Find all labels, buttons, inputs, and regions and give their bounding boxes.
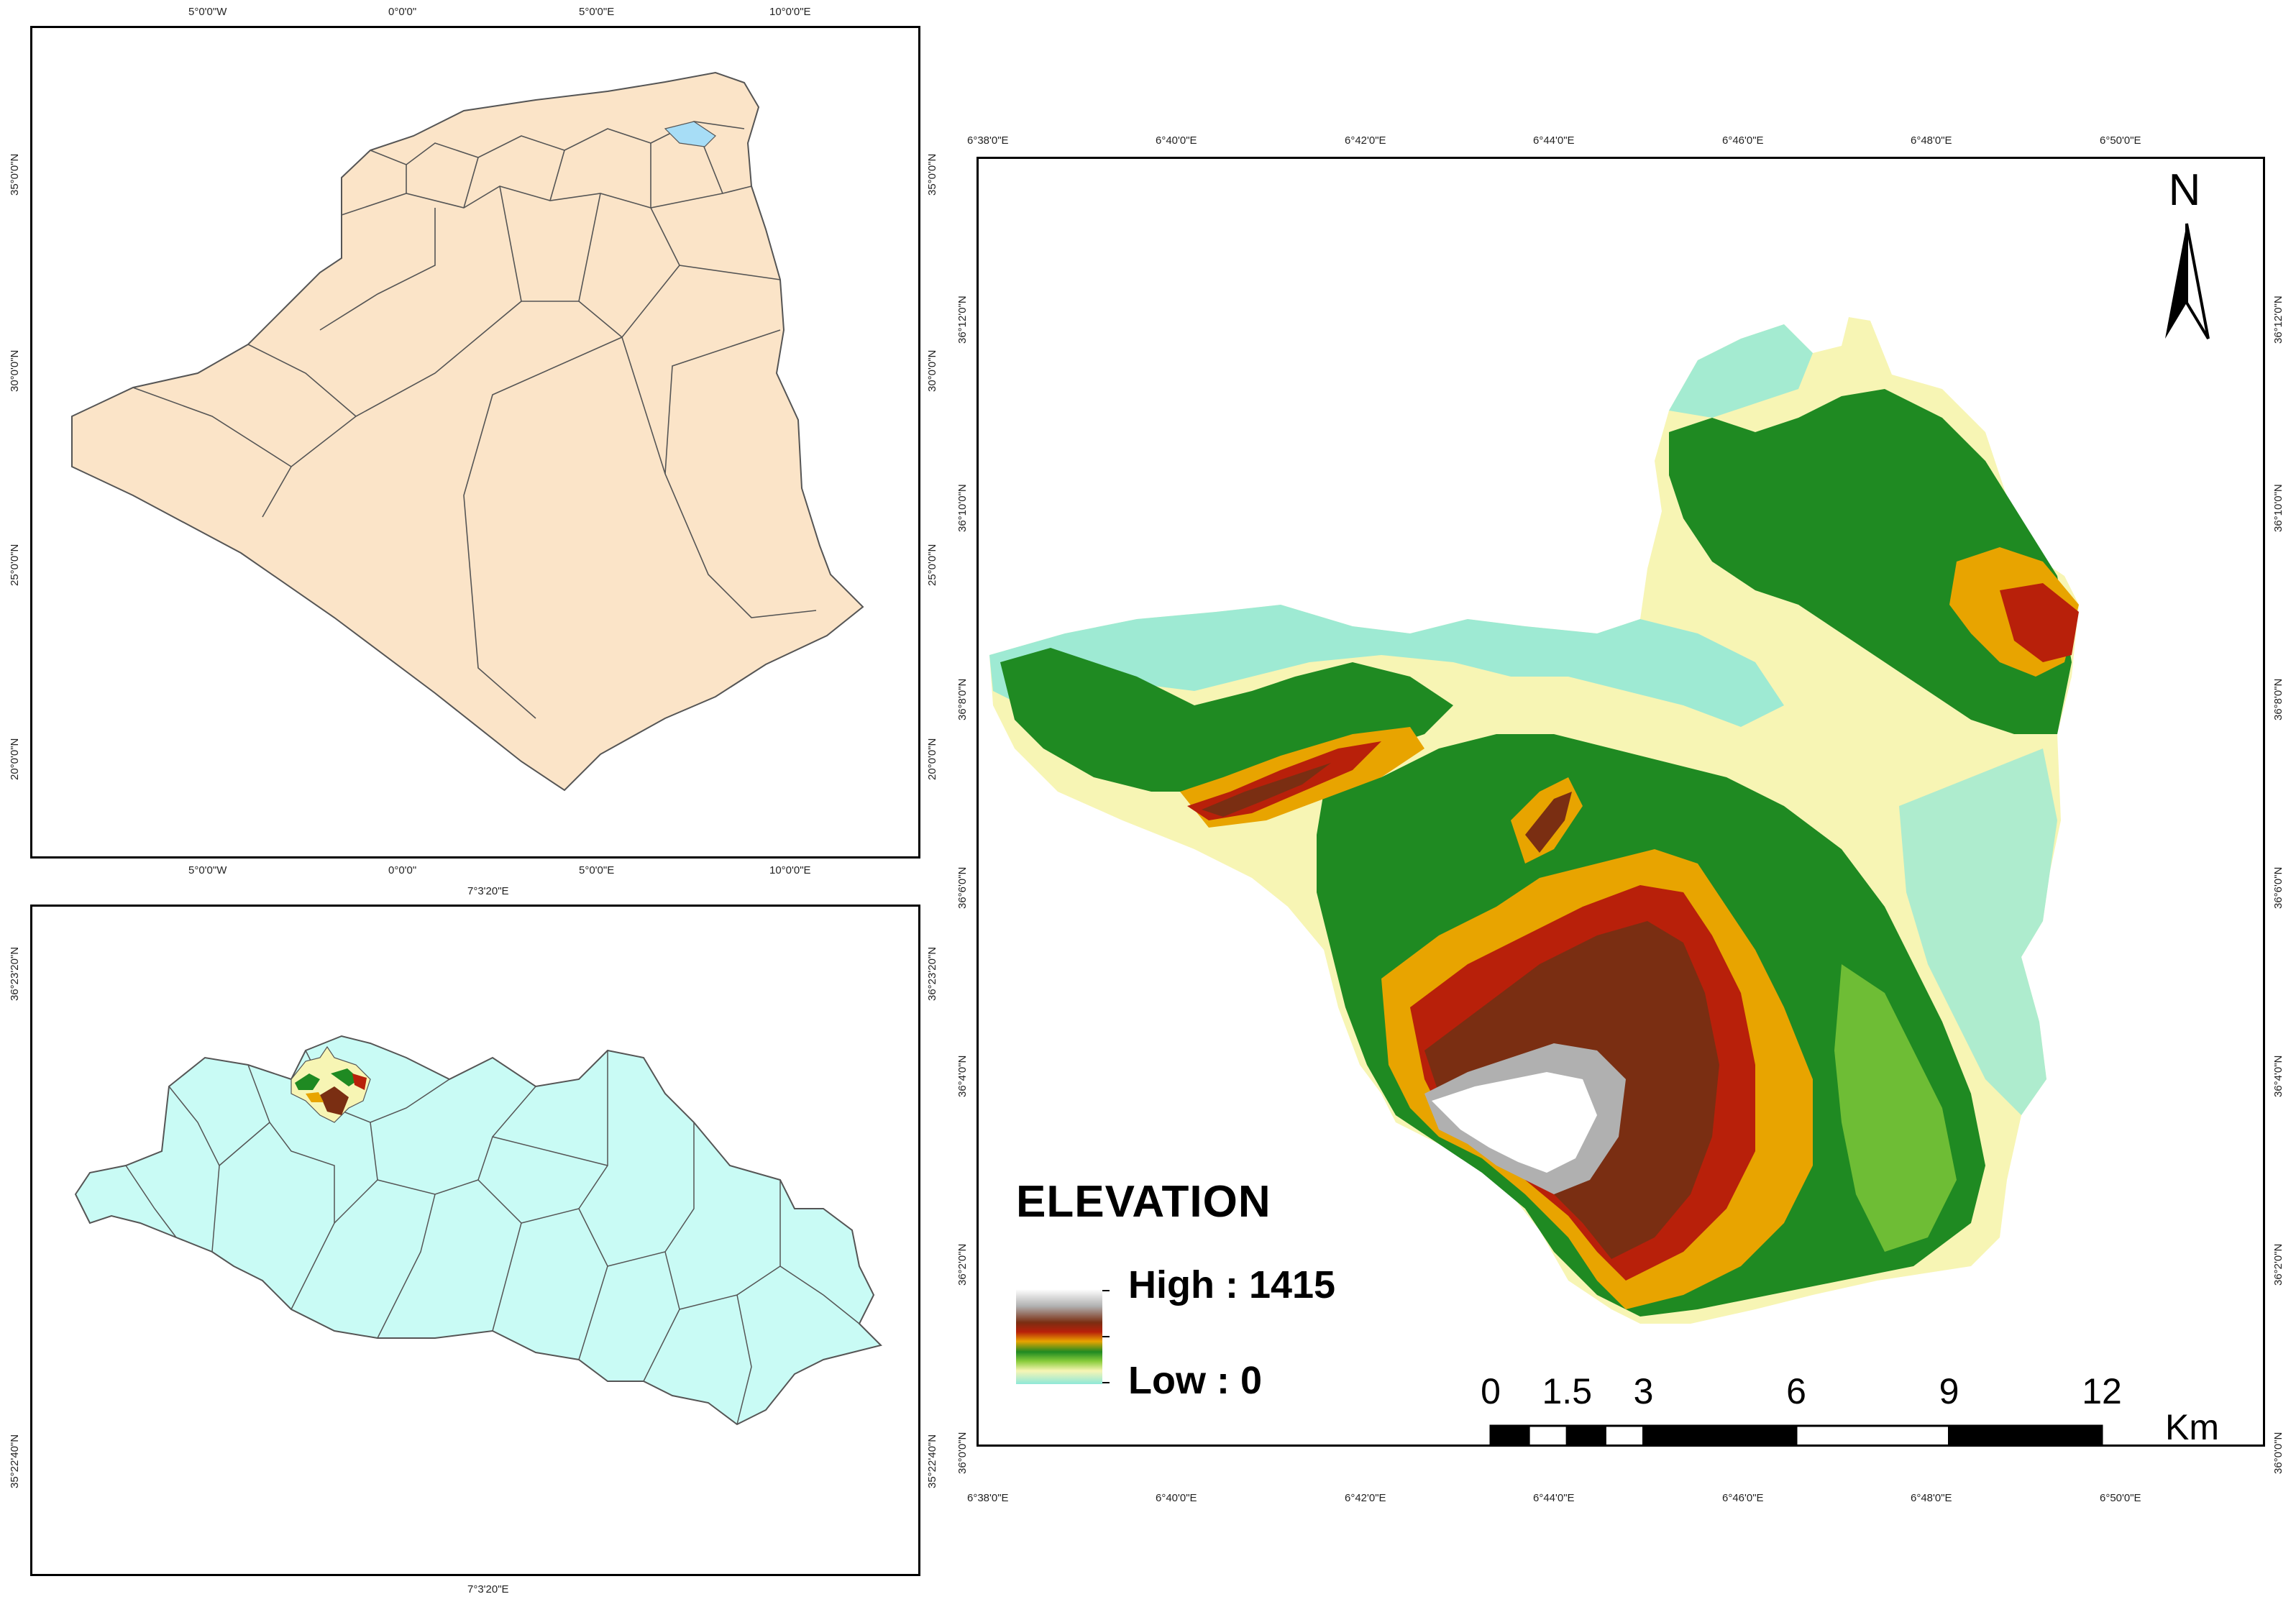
scale-bar-label: 12 <box>2082 1371 2122 1411</box>
valley-zone <box>1669 324 1813 418</box>
map1-top-tick: 10°0'0"E <box>769 6 811 18</box>
north-arrow <box>2165 223 2210 340</box>
province-outline <box>74 1035 882 1426</box>
map3-bottom-tick: 6°38'0"E <box>967 1492 1009 1504</box>
map1-left-tick: 25°0'0"N <box>9 544 21 586</box>
map3-right-tick: 36°10'0"N <box>2272 484 2284 532</box>
map3-bottom-tick: 6°50'0"E <box>2100 1492 2141 1504</box>
map2-top-tick: 7°3'20"E <box>467 885 509 897</box>
legend-title: ELEVATION <box>1016 1177 1271 1227</box>
map3-top-tick: 6°50'0"E <box>2100 134 2141 147</box>
map3-left-tick: 36°10'0"N <box>956 484 969 532</box>
hill-zone-green <box>1669 389 2072 734</box>
map3-left-tick: 36°2'0"N <box>956 1243 969 1286</box>
legend-high-label: High : 1415 <box>1128 1263 1336 1306</box>
map3-top-tick: 6°46'0"E <box>1722 134 1764 147</box>
map1-left-tick: 20°0'0"N <box>9 738 21 780</box>
map3-bottom-tick: 6°46'0"E <box>1722 1492 1764 1504</box>
hill-zone-brown <box>1202 763 1331 817</box>
map1-right-tick: 30°0'0"N <box>926 349 938 392</box>
study-area-inset <box>291 1045 371 1123</box>
province-map-frame <box>30 905 920 1576</box>
hill-zone-light-green <box>1834 964 1957 1252</box>
north-label: N <box>2168 165 2201 215</box>
hill-zone-brown <box>1525 792 1572 853</box>
scale-bar-label: 3 <box>1633 1371 1654 1411</box>
map2-right-tick: 35°22'40"N <box>926 1434 938 1488</box>
map3-right-tick: 36°12'0"N <box>2272 296 2284 344</box>
map3-top-tick: 6°38'0"E <box>967 134 1009 147</box>
map1-left-tick: 35°0'0"N <box>9 153 21 196</box>
algeria-map-frame <box>30 26 920 859</box>
map1-top-tick: 5°0'0"W <box>188 6 227 18</box>
map3-bottom-tick: 6°40'0"E <box>1156 1492 1197 1504</box>
map3-right-tick: 36°8'0"N <box>2272 678 2284 720</box>
scale-unit: Km <box>2165 1407 2219 1447</box>
map1-top-tick: 0°0'0" <box>388 6 417 18</box>
scale-bar-segment <box>1948 1424 2103 1445</box>
province-boundaries <box>132 121 817 719</box>
map2-left-tick: 36°23'20"N <box>9 946 21 1001</box>
map1-right-tick: 20°0'0"N <box>926 738 938 780</box>
scale-bar-label: 0 <box>1481 1371 1501 1411</box>
scale-bar-segment <box>1527 1424 1568 1445</box>
scale-bar-label: 6 <box>1786 1371 1806 1411</box>
valley-zone <box>1899 748 2057 1115</box>
valley-zone <box>989 605 1784 727</box>
map1-bottom-tick: 10°0'0"E <box>769 864 811 876</box>
map1-bottom-tick: 0°0'0" <box>388 864 417 876</box>
map1-bottom-tick: 5°0'0"W <box>188 864 227 876</box>
scale-bar-label: 1.5 <box>1542 1371 1593 1411</box>
algeria-map <box>71 71 864 792</box>
scale-bar <box>1489 1424 2103 1445</box>
map3-right-tick: 36°4'0"N <box>2272 1055 2284 1097</box>
hill-zone-red <box>2000 583 2079 662</box>
map1-top-tick: 5°0'0"E <box>579 6 615 18</box>
map3-top-tick: 6°40'0"E <box>1156 134 1197 147</box>
map3-right-tick: 36°2'0"N <box>2272 1243 2284 1286</box>
highlighted-lake-region <box>664 121 716 147</box>
legend-low-label: Low : 0 <box>1128 1359 1262 1402</box>
province-map <box>74 1035 882 1426</box>
elevation-map-frame: N ELEVATION High : 1415 Low : 0 0 1.5 3 6 9 1… <box>977 157 2265 1447</box>
scale-bar-segment <box>1795 1424 1950 1445</box>
map2-left-tick: 35°22'40"N <box>9 1434 21 1488</box>
scale-bar-segment <box>1565 1424 1606 1445</box>
map3-right-tick: 36°0'0"N <box>2272 1432 2284 1474</box>
map3-left-tick: 36°4'0"N <box>956 1055 969 1097</box>
scale-bar-segment <box>1489 1424 1530 1445</box>
map1-bottom-tick: 5°0'0"E <box>579 864 615 876</box>
peak-zone <box>1432 1072 1597 1173</box>
map3-left-tick: 36°12'0"N <box>956 296 969 344</box>
map1-right-tick: 25°0'0"N <box>926 544 938 586</box>
elevation-legend-ramp <box>1016 1289 1102 1384</box>
map2-right-tick: 36°23'20"N <box>926 946 938 1001</box>
algeria-outline <box>71 71 864 792</box>
map3-left-tick: 36°8'0"N <box>956 678 969 720</box>
map3-bottom-tick: 6°44'0"E <box>1533 1492 1575 1504</box>
scale-bar-segment <box>1642 1424 1798 1445</box>
map3-top-tick: 6°44'0"E <box>1533 134 1575 147</box>
scale-bar-segment <box>1604 1424 1645 1445</box>
map1-right-tick: 35°0'0"N <box>926 153 938 196</box>
map3-top-tick: 6°48'0"E <box>1911 134 1952 147</box>
map3-bottom-tick: 6°42'0"E <box>1345 1492 1386 1504</box>
scale-bar-label: 9 <box>1939 1371 1959 1411</box>
map3-right-tick: 36°6'0"N <box>2272 866 2284 909</box>
map3-top-tick: 6°42'0"E <box>1345 134 1386 147</box>
map1-left-tick: 30°0'0"N <box>9 349 21 392</box>
map3-left-tick: 36°6'0"N <box>956 866 969 909</box>
map3-left-tick: 36°0'0"N <box>956 1432 969 1474</box>
map2-bottom-tick: 7°3'20"E <box>467 1583 509 1595</box>
elevation-map <box>989 223 2210 1445</box>
map3-bottom-tick: 6°48'0"E <box>1911 1492 1952 1504</box>
